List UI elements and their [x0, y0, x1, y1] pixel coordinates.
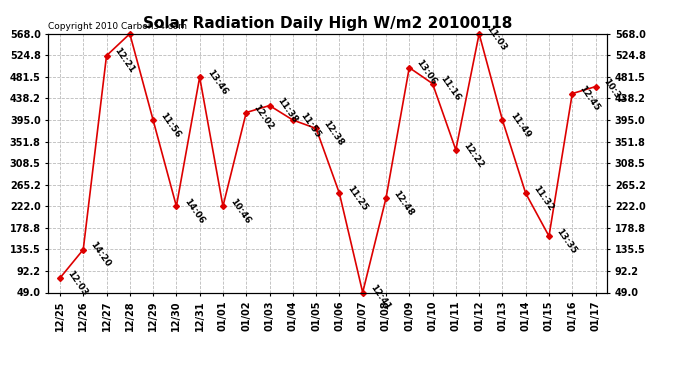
Text: 13:35: 13:35: [555, 227, 578, 255]
Text: 14:06: 14:06: [182, 197, 206, 225]
Text: 11:16: 11:16: [438, 74, 462, 103]
Text: 11:25: 11:25: [345, 184, 368, 213]
Text: 11:38: 11:38: [275, 96, 299, 125]
Text: 12:21: 12:21: [112, 46, 136, 75]
Title: Solar Radiation Daily High W/m2 20100118: Solar Radiation Daily High W/m2 20100118: [143, 16, 513, 31]
Text: 12:03: 12:03: [66, 269, 89, 297]
Text: 12:41: 12:41: [368, 283, 392, 312]
Text: Copyright 2010 Carbon54.com: Copyright 2010 Carbon54.com: [48, 22, 187, 31]
Text: 12:38: 12:38: [322, 119, 346, 148]
Text: 13:06: 13:06: [415, 58, 439, 87]
Text: 13:46: 13:46: [205, 68, 229, 96]
Text: 11:32: 11:32: [531, 184, 555, 213]
Text: 12:22: 12:22: [462, 141, 485, 169]
Text: 11:03: 11:03: [484, 24, 509, 53]
Text: 14:20: 14:20: [89, 240, 112, 269]
Text: 12:45: 12:45: [578, 84, 602, 113]
Text: 11:49: 11:49: [508, 111, 532, 140]
Text: 11:56: 11:56: [159, 111, 182, 139]
Text: 10:37: 10:37: [601, 77, 625, 106]
Text: 10:46: 10:46: [228, 197, 253, 225]
Text: 12:02: 12:02: [252, 103, 275, 132]
Text: 12:48: 12:48: [391, 189, 415, 217]
Text: 11:55: 11:55: [298, 111, 322, 139]
